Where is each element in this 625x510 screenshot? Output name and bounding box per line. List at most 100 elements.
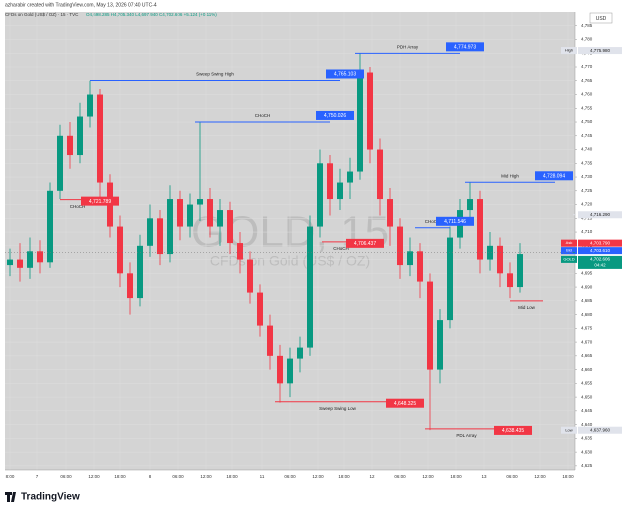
candle-body <box>277 355 283 384</box>
level-price-label: 4,721.789 <box>89 199 111 205</box>
candle-body <box>37 251 43 263</box>
level-name: PDL Array <box>456 433 477 438</box>
candle-body <box>157 218 163 255</box>
y-tick-label: 4,630 <box>581 449 593 454</box>
candle-body <box>207 199 213 227</box>
x-tick-label: 7 <box>36 474 39 479</box>
level-name: PDH Array <box>397 45 419 50</box>
candle-body <box>437 320 443 370</box>
level-name: CHoCH <box>70 204 86 209</box>
candle-body <box>377 149 383 200</box>
price-label-box <box>578 255 622 269</box>
price-label-box <box>578 211 622 219</box>
level-name: Mid High <box>501 173 519 178</box>
candle-body <box>97 94 103 183</box>
ohlc-line: O4,698.285 H4,705.340 L4,697.940 C4,702.… <box>86 12 217 17</box>
level-price-box <box>436 216 474 226</box>
level-price-label: 4,765.103 <box>334 72 356 78</box>
x-tick-label: 18:00 <box>114 474 126 479</box>
level-name: CHoCH <box>333 246 349 251</box>
x-tick-label: 12:00 <box>422 474 434 479</box>
x-tick-label: 06:00 <box>172 474 184 479</box>
candle-body <box>467 199 473 211</box>
price-tag-box <box>561 255 577 263</box>
y-tick-label: 4,730 <box>581 174 593 179</box>
candle-body <box>427 281 433 370</box>
level-price-label: 4,750.026 <box>324 113 346 119</box>
x-tick-label: 06:00 <box>394 474 406 479</box>
candle-body <box>517 254 523 288</box>
x-tick-label: 18:00 <box>562 474 574 479</box>
candle-body <box>407 251 413 266</box>
price-label: 4,637.960 <box>590 427 611 432</box>
candle-body <box>307 226 313 348</box>
y-tick-label: 4,680 <box>581 312 593 317</box>
brand-logo <box>5 492 16 502</box>
y-tick-label: 4,695 <box>581 271 593 276</box>
y-tick-label: 4,645 <box>581 408 593 413</box>
y-tick-label: 4,685 <box>581 298 593 303</box>
y-tick-label: 4,735 <box>581 160 593 165</box>
y-tick-label: 4,780 <box>581 37 593 42</box>
level-price-label: 4,711.546 <box>444 219 466 225</box>
x-tick-label: 06:00 <box>506 474 518 479</box>
candle-body <box>497 245 503 274</box>
price-tag: Ask <box>566 240 573 245</box>
price-label: 4,775.980 <box>590 48 611 53</box>
y-tick-label: 4,635 <box>581 436 593 441</box>
x-tick-label: 18:00 <box>226 474 238 479</box>
level-price-label: 4,638.435 <box>502 428 524 434</box>
x-tick-label: 8:00 <box>6 474 15 479</box>
price-label: 4,703.610 <box>590 248 611 253</box>
y-tick-label: 4,625 <box>581 463 593 468</box>
candle-body <box>137 245 143 299</box>
y-tick-label: 4,765 <box>581 78 593 83</box>
y-tick-label: 4,640 <box>581 422 593 427</box>
candle-body <box>47 190 53 263</box>
candle-body <box>67 135 73 156</box>
candle-body <box>337 182 343 200</box>
x-tick-label: 12 <box>369 474 375 479</box>
candle-body <box>147 218 153 246</box>
x-tick-label: 18:00 <box>450 474 462 479</box>
level-price-box <box>535 171 573 181</box>
level-price-box <box>386 398 424 408</box>
y-tick-label: 4,740 <box>581 147 593 152</box>
candle-body <box>87 94 93 117</box>
candle-body <box>167 199 173 255</box>
currency: USD <box>596 16 607 22</box>
level-name: Sweep Swing Low <box>319 406 357 411</box>
price-tag-box <box>561 47 577 55</box>
candle-body <box>267 325 273 356</box>
candle-body <box>447 237 453 321</box>
candle-body <box>387 199 393 227</box>
candle-body <box>327 163 333 200</box>
y-tick-label: 4,660 <box>581 367 593 372</box>
level-price-box <box>316 110 354 120</box>
y-tick-label: 4,720 <box>581 202 593 207</box>
candle-body <box>317 163 323 227</box>
x-tick-label: 18:00 <box>338 474 350 479</box>
y-tick-label: 4,690 <box>581 284 593 289</box>
y-tick-label: 4,670 <box>581 339 593 344</box>
level-price-box <box>326 69 364 79</box>
price-tag-box <box>561 239 577 247</box>
y-tick-label: 4,785 <box>581 23 593 28</box>
y-tick-label: 4,650 <box>581 394 593 399</box>
candle-body <box>197 199 203 205</box>
candle-body <box>507 273 513 288</box>
level-price-label: 4,728.094 <box>543 173 565 179</box>
countdown: 04:42 <box>594 263 606 268</box>
y-tick-label: 4,725 <box>581 188 593 193</box>
candle-body <box>297 347 303 359</box>
price-label-box <box>578 247 622 255</box>
price-tag: Bid <box>566 248 572 253</box>
brand: TradingView <box>21 492 80 503</box>
x-tick-label: 12:00 <box>200 474 212 479</box>
candle-body <box>417 251 423 282</box>
candle-body <box>287 358 293 384</box>
candle-body <box>177 199 183 227</box>
price-label-box <box>578 426 622 434</box>
currency-box[interactable] <box>589 12 613 24</box>
